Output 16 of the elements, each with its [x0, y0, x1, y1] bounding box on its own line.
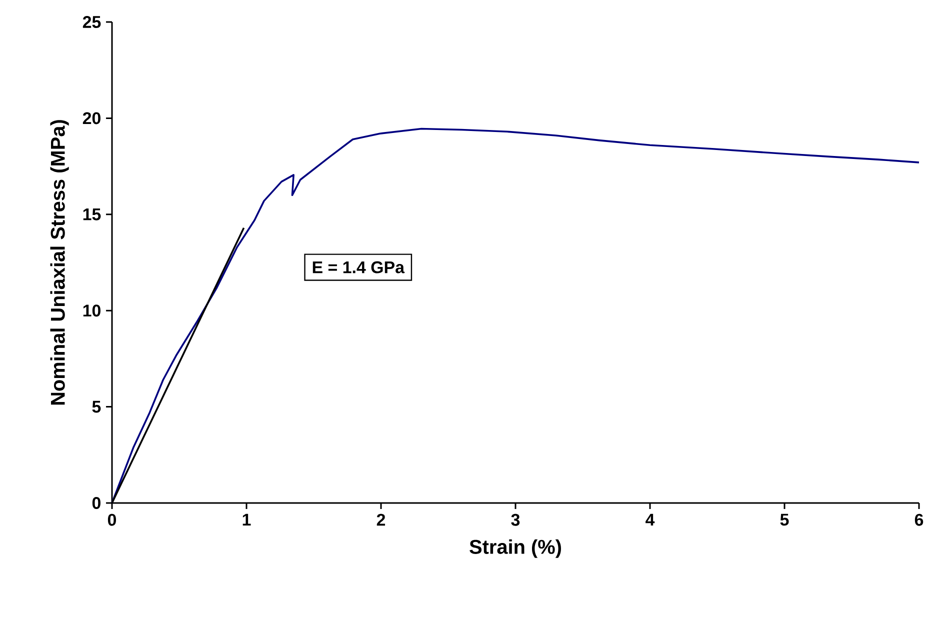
x-tick-label: 4 — [646, 514, 655, 526]
x-tick-label: 5 — [780, 514, 789, 526]
y-tick-label: 20 — [82, 112, 100, 124]
x-tick-label: 2 — [376, 514, 386, 526]
x-axis-title: Strain (%) — [470, 539, 561, 558]
y-tick-label: 10 — [83, 304, 100, 317]
x-tick-label: 0 — [108, 514, 116, 526]
y-tick-label: 5 — [92, 400, 101, 413]
x-tick-label: 6 — [914, 514, 924, 526]
x-tick-label: 3 — [511, 514, 520, 526]
y-axis-title: Nominal Uniaxial Stress (MPa) — [50, 120, 69, 405]
x-tick-label: 1 — [242, 514, 251, 526]
y-tick-label: 15 — [83, 208, 101, 220]
y-tick-label: 25 — [82, 16, 101, 28]
annotation: E = 1.4 GPa — [312, 261, 405, 274]
y-tick-label: 0 — [92, 497, 100, 510]
